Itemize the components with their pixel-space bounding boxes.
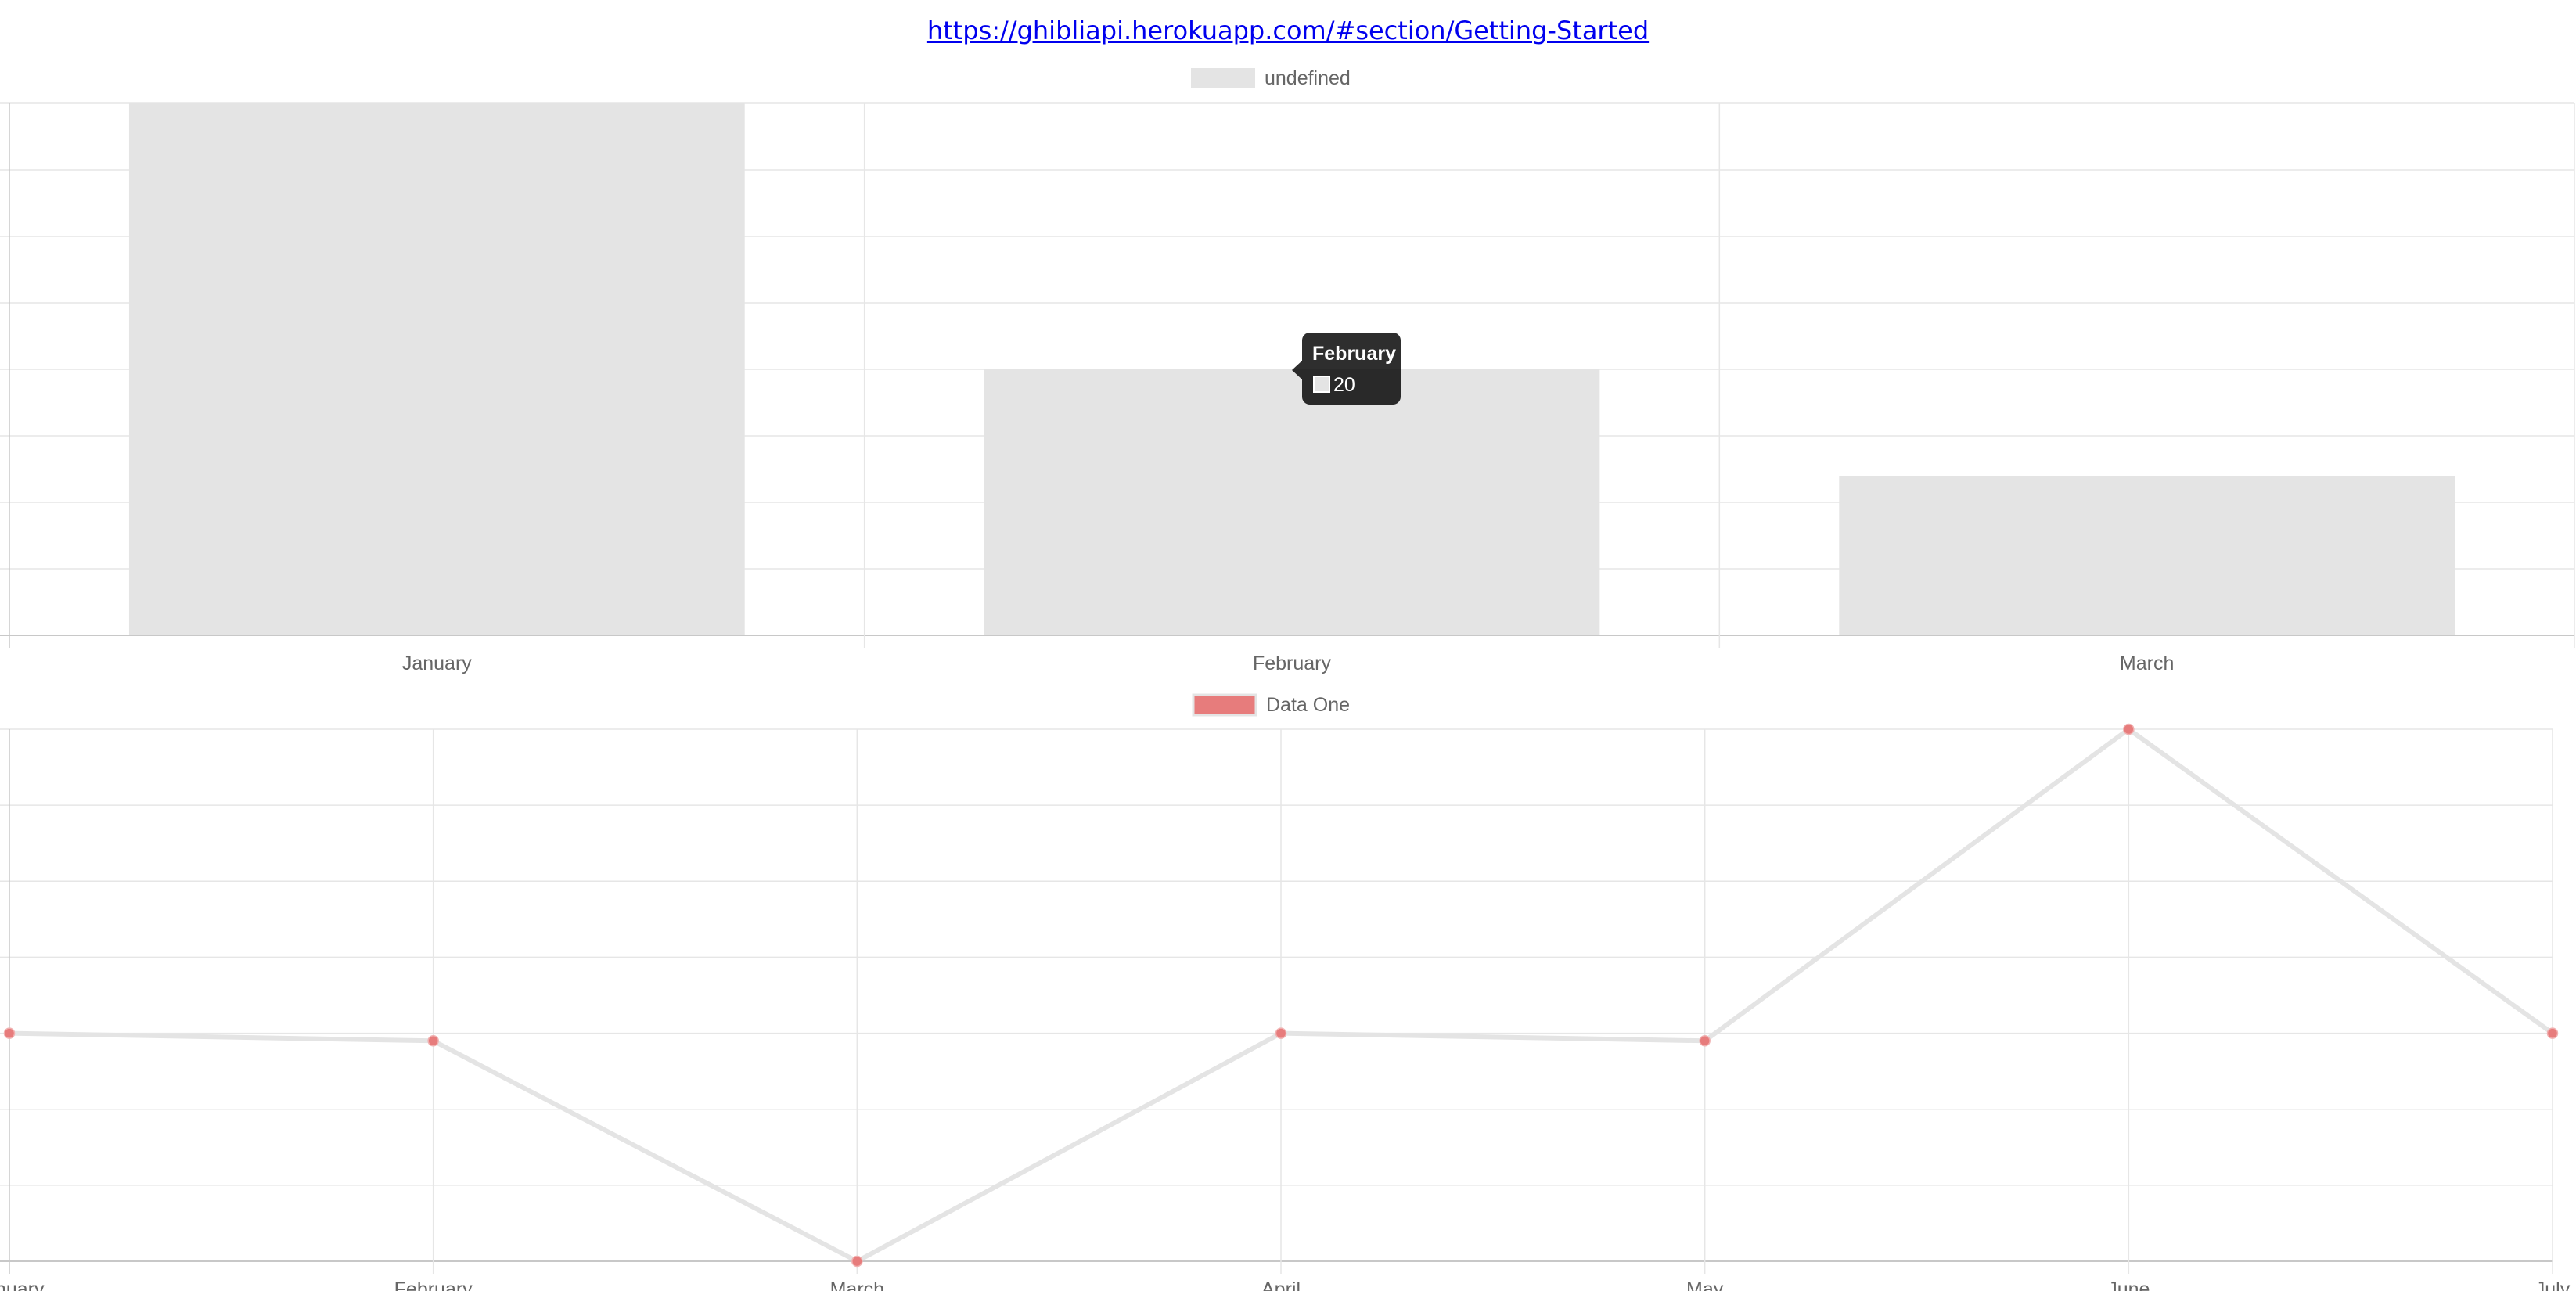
getting-started-link[interactable]: https://ghibliapi.herokuapp.com/#section…: [926, 16, 1650, 45]
line-point: [1275, 1027, 1287, 1039]
link-row: https://ghibliapi.herokuapp.com/#section…: [0, 16, 2576, 55]
bar-chart: undefined January February March: [0, 67, 2575, 674]
line-x-tick-label: May: [1686, 1278, 1724, 1291]
bar-legend-swatch: [1191, 68, 1255, 88]
bar-x-tick-label: March: [2120, 653, 2174, 674]
bar-x-tick-label: January: [402, 653, 472, 674]
line-point: [1699, 1035, 1711, 1047]
bar-x-tick-label: February: [1253, 653, 1332, 674]
line-x-tick-label: July: [2535, 1278, 2571, 1291]
line-chart-legend[interactable]: Data One: [1192, 693, 1350, 717]
line-chart-x-labels: January February March April May June July: [0, 1278, 2571, 1291]
line-legend-label: Data One: [1266, 694, 1350, 716]
line-x-tick-label: February: [394, 1278, 473, 1291]
line-point: [2123, 723, 2135, 735]
bar-chart-legend[interactable]: undefined: [1191, 67, 1351, 89]
line-chart: Data One January February March April May Jun…: [0, 693, 2571, 1291]
bar-legend-label: undefined: [1265, 67, 1351, 89]
tooltip-swatch: [1313, 376, 1330, 393]
line-point: [851, 1255, 863, 1268]
bar: [128, 103, 745, 635]
line-chart-series: [3, 723, 2559, 1268]
line-chart-grid: [0, 728, 2553, 1274]
tooltip-title: February: [1312, 343, 1396, 365]
line-point: [2546, 1027, 2559, 1039]
line-legend-swatch: [1192, 693, 1257, 717]
bar-chart-x-labels: January February March: [402, 653, 2175, 674]
bar: [1839, 476, 2455, 635]
line-x-tick-label: June: [2107, 1278, 2150, 1291]
line-x-tick-label: January: [0, 1278, 45, 1291]
line-x-tick-label: March: [830, 1278, 884, 1291]
tooltip-value: 20: [1333, 374, 1355, 396]
line-point: [3, 1027, 16, 1039]
line-x-tick-label: April: [1261, 1278, 1301, 1291]
line-point: [427, 1035, 439, 1047]
chart-tooltip: February 20: [1292, 333, 1401, 405]
bar: [984, 369, 1600, 635]
bar-chart-bars: [128, 103, 2455, 635]
